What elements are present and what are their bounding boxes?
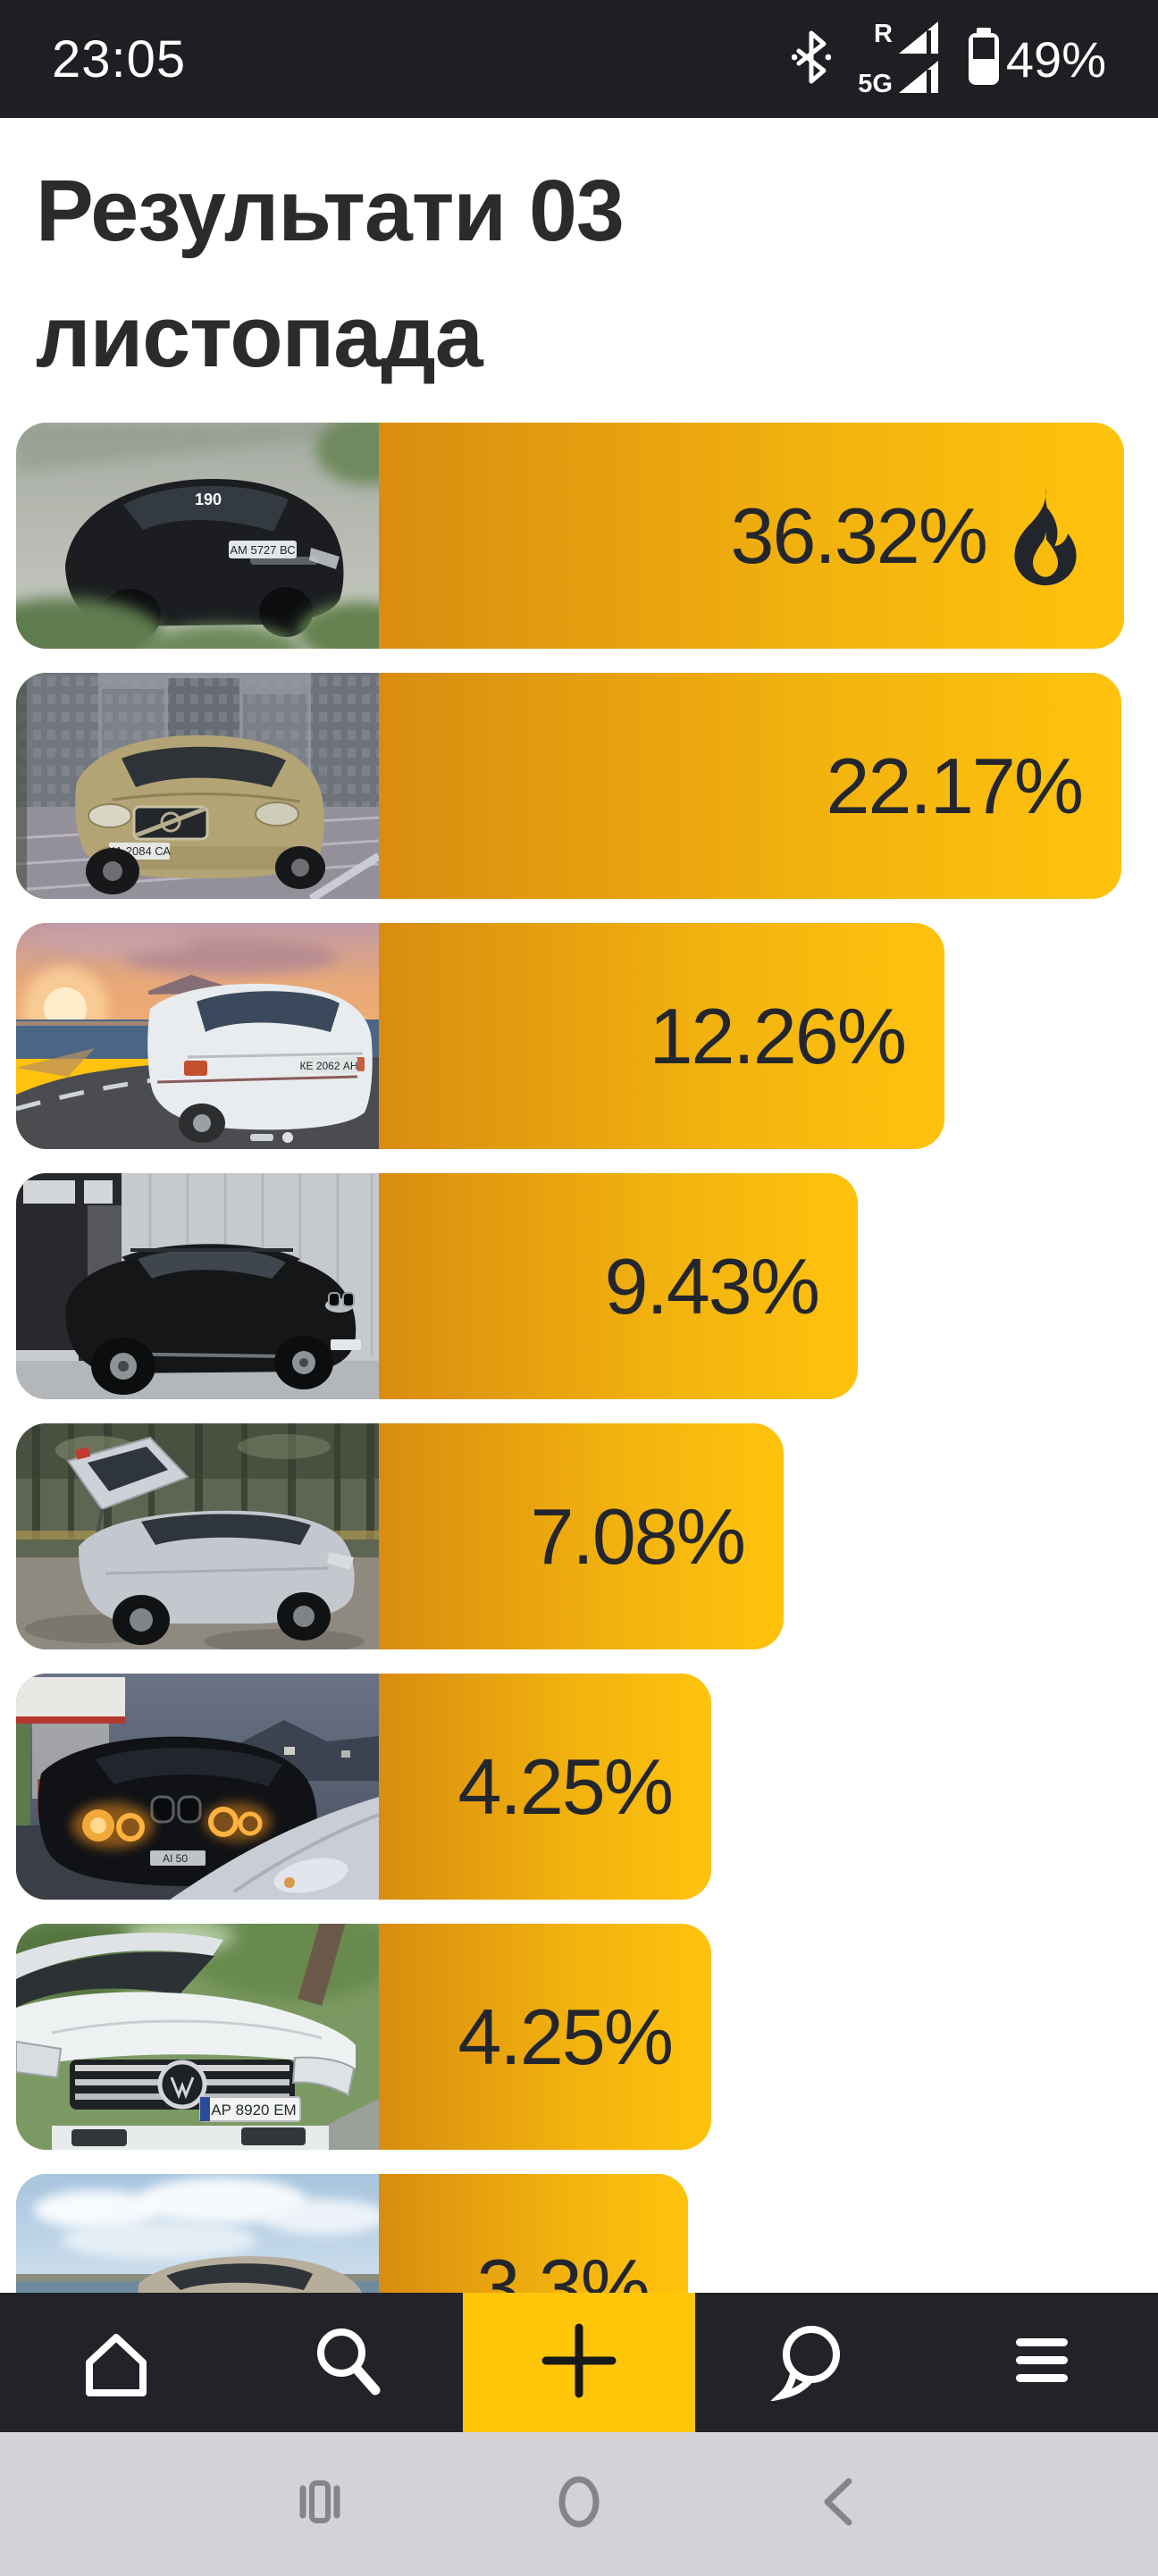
- system-nav-bar: [0, 2432, 1158, 2576]
- app-nav-bar: [0, 2293, 1158, 2432]
- poll-option-row[interactable]: КА 2084 СА 22.17%: [16, 673, 1121, 900]
- car-photo-black-honda: 190 АМ 5727 ВС: [16, 423, 379, 650]
- car-photo-white-tavria: КЕ 2062 АН: [16, 923, 379, 1150]
- percent-label: 9.43%: [604, 1241, 820, 1330]
- sim1-badge: R: [873, 19, 893, 48]
- back-button[interactable]: [811, 2476, 865, 2532]
- result-bar: 9.43%: [379, 1173, 858, 1400]
- home-icon: [78, 2322, 155, 2404]
- recents-button[interactable]: [293, 2478, 347, 2530]
- percent-label: 7.08%: [530, 1491, 746, 1581]
- page-title: Результати 03 листопада: [36, 162, 625, 385]
- percent-label: 4.25%: [457, 1992, 674, 2081]
- search-icon: [309, 2322, 386, 2404]
- poll-option-row[interactable]: КЕ 2062 АН 12.26%: [16, 923, 944, 1150]
- car-photo-bmw-angel-eyes: АІ 50: [16, 1674, 379, 1901]
- poll-option-row[interactable]: 190 АМ 5727 ВС 36.32%: [16, 423, 1124, 650]
- chat-icon: [769, 2320, 852, 2405]
- nav-menu-button[interactable]: [927, 2293, 1158, 2432]
- percent-label: 36.32%: [730, 491, 988, 580]
- fire-icon: [1006, 486, 1085, 586]
- result-bar: 36.32%: [379, 423, 1124, 650]
- poll-option-row[interactable]: АІ 50 4.25%: [16, 1674, 711, 1901]
- car-photo-black-bmw-x5: [16, 1173, 379, 1400]
- cell-signal-group: R 5G: [858, 21, 938, 97]
- back-icon: [820, 2476, 856, 2532]
- car-photo-white-passat: АР 8920 ЕМ: [16, 1924, 379, 2151]
- recents-icon: [299, 2478, 340, 2530]
- poll-option-row[interactable]: 7.08%: [16, 1423, 784, 1650]
- sim2-badge: 5G: [858, 69, 893, 98]
- status-bar: 23:05 R 5G: [0, 0, 1158, 118]
- svg-text:АМ 5727 ВС: АМ 5727 ВС: [230, 543, 295, 557]
- status-icons: R 5G: [791, 21, 1106, 97]
- results-list: 190 АМ 5727 ВС 36.32%: [16, 423, 1142, 2401]
- result-bar: 4.25%: [379, 1674, 711, 1901]
- nav-add-button[interactable]: [463, 2293, 695, 2432]
- result-bar: 7.08%: [379, 1423, 784, 1650]
- nav-chat-button[interactable]: [695, 2293, 927, 2432]
- svg-text:АР 8920 ЕМ: АР 8920 ЕМ: [211, 2102, 296, 2119]
- home-button[interactable]: [552, 2474, 606, 2534]
- menu-icon: [1016, 2337, 1069, 2387]
- result-bar: 4.25%: [379, 1924, 711, 2151]
- car-photo-gold-volvo: КА 2084 СА: [16, 673, 379, 900]
- bluetooth-icon: [791, 29, 832, 90]
- nav-search-button[interactable]: [231, 2293, 463, 2432]
- poll-option-row[interactable]: 9.43%: [16, 1173, 858, 1400]
- poll-results-page: Результати 03 листопада: [0, 148, 1158, 2401]
- car-photo-silver-wagon: [16, 1423, 379, 1650]
- result-bar: 22.17%: [379, 673, 1121, 900]
- add-icon: [541, 2322, 617, 2404]
- result-bar: 12.26%: [379, 923, 944, 1150]
- nav-home-button[interactable]: [0, 2293, 231, 2432]
- battery-percent: 49%: [1005, 30, 1106, 88]
- clock: 23:05: [52, 29, 187, 88]
- percent-label: 12.26%: [649, 991, 907, 1080]
- percent-label: 22.17%: [826, 741, 1084, 830]
- svg-text:190: 190: [195, 491, 222, 508]
- battery-icon: [965, 27, 1003, 91]
- poll-option-row[interactable]: АР 8920 ЕМ 4.25%: [16, 1924, 711, 2151]
- home-circle-icon: [556, 2474, 602, 2534]
- battery-status: 49%: [965, 27, 1106, 91]
- signal-triangle-icon: [898, 60, 938, 97]
- signal-triangle-icon: [898, 21, 938, 58]
- percent-label: 4.25%: [457, 1741, 674, 1831]
- svg-text:АІ 50: АІ 50: [163, 1852, 188, 1865]
- svg-text:КЕ 2062 АН: КЕ 2062 АН: [299, 1060, 357, 1072]
